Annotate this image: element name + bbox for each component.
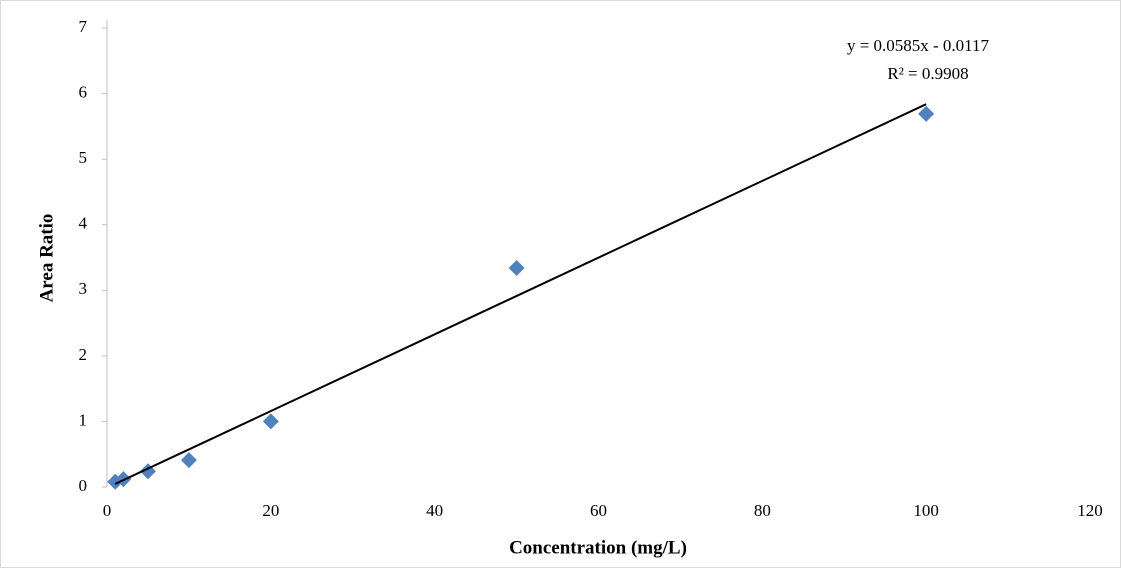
x-tick-label: 80 [754,501,771,520]
y-tick-label: 0 [79,476,88,495]
data-point [508,259,525,276]
y-tick-label: 7 [79,17,88,36]
data-point [180,452,197,469]
x-tick-label: 120 [1077,501,1103,520]
trendline-r2: R² = 0.9908 [887,64,968,83]
trendline [114,103,927,485]
data-point [262,413,279,430]
x-tick-label: 20 [262,501,279,520]
x-tick-label: 100 [913,501,939,520]
data-point [918,105,935,122]
trendline-equation: y = 0.0585x - 0.0117 [847,36,990,55]
x-tick-label: 60 [590,501,607,520]
x-tick-label: 40 [426,501,443,520]
x-tick-label: 0 [103,501,112,520]
y-tick-label: 2 [79,345,88,364]
y-tick-label: 1 [79,410,88,429]
y-tick-label: 5 [79,148,88,167]
y-axis-title: Area Ratio [36,214,57,303]
y-tick-label: 6 [79,82,88,101]
x-axis-title: Concentration (mg/L) [509,537,687,558]
y-tick-label: 3 [79,279,88,298]
y-tick-label: 4 [79,214,88,233]
